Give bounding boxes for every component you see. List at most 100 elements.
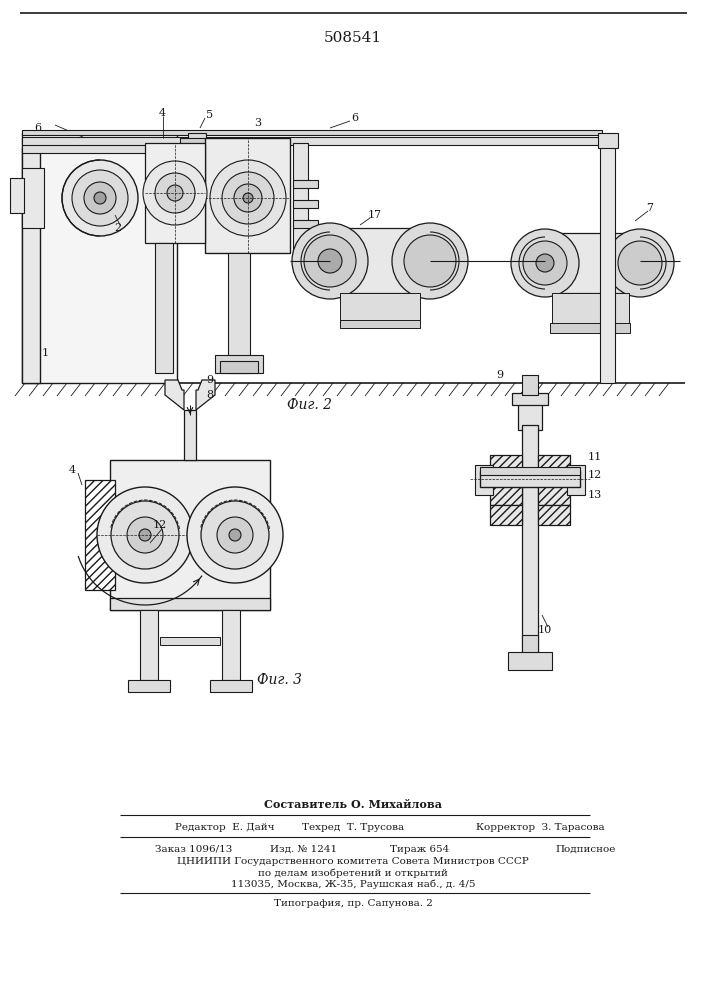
Bar — [518, 395, 542, 430]
Bar — [490, 455, 522, 505]
Circle shape — [392, 223, 468, 299]
Bar — [22, 130, 602, 135]
Circle shape — [187, 487, 283, 583]
Text: 12: 12 — [588, 470, 602, 480]
Circle shape — [292, 223, 368, 299]
Text: 17: 17 — [368, 210, 382, 220]
Bar — [10, 178, 24, 213]
Bar — [215, 355, 263, 373]
Text: 4: 4 — [69, 465, 76, 475]
Text: Тираж 654: Тираж 654 — [390, 844, 449, 854]
Bar — [293, 200, 318, 208]
Bar — [188, 133, 206, 183]
Text: 7: 7 — [646, 203, 653, 213]
Text: 5: 5 — [206, 110, 214, 120]
Bar — [22, 148, 40, 383]
Text: ЦНИИПИ Государственного комитета Совета Министров СССР: ЦНИИПИ Государственного комитета Совета … — [177, 857, 529, 866]
Polygon shape — [165, 380, 184, 410]
Bar — [128, 680, 170, 692]
Circle shape — [404, 235, 456, 287]
Circle shape — [94, 192, 106, 204]
Text: 4: 4 — [158, 108, 165, 118]
Bar — [567, 465, 585, 495]
Text: 12: 12 — [153, 520, 167, 530]
Circle shape — [536, 254, 554, 272]
Text: 113035, Москва, Ж-35, Раушская наб., д. 4/5: 113035, Москва, Ж-35, Раушская наб., д. … — [230, 879, 475, 889]
Text: 2: 2 — [115, 223, 122, 233]
Bar — [508, 652, 552, 670]
Bar — [210, 680, 252, 692]
Circle shape — [139, 529, 151, 541]
Bar — [330, 228, 430, 293]
Circle shape — [84, 182, 116, 214]
Circle shape — [243, 193, 253, 203]
Text: по делам изобретений и открытий: по делам изобретений и открытий — [258, 868, 448, 878]
Text: 1: 1 — [42, 348, 49, 358]
Text: 11: 11 — [588, 452, 602, 462]
Bar — [538, 455, 570, 505]
Text: 9: 9 — [496, 370, 503, 380]
Text: Фиг. 3: Фиг. 3 — [257, 673, 303, 687]
Polygon shape — [196, 380, 215, 410]
Circle shape — [217, 517, 253, 553]
Bar — [184, 410, 196, 460]
Bar — [140, 610, 158, 680]
Bar — [205, 138, 290, 253]
Bar — [522, 425, 538, 655]
Bar — [340, 320, 420, 328]
Circle shape — [201, 501, 269, 569]
Circle shape — [210, 160, 286, 236]
Circle shape — [618, 241, 662, 285]
Text: Заказ 1096/13: Заказ 1096/13 — [155, 844, 233, 854]
Bar — [512, 393, 548, 405]
Circle shape — [222, 172, 274, 224]
Text: 3: 3 — [255, 118, 262, 128]
Bar — [85, 480, 115, 590]
Circle shape — [511, 229, 579, 297]
Text: 13: 13 — [588, 490, 602, 500]
Text: 6: 6 — [351, 113, 358, 123]
Bar — [293, 180, 318, 188]
Circle shape — [229, 529, 241, 541]
Bar — [293, 143, 308, 253]
Bar — [545, 233, 640, 293]
Text: 508541: 508541 — [324, 31, 382, 45]
Circle shape — [523, 241, 567, 285]
Text: Корректор  З. Тарасова: Корректор З. Тарасова — [476, 822, 604, 832]
Bar — [538, 505, 570, 525]
Bar — [293, 220, 318, 228]
Bar — [522, 635, 538, 655]
Circle shape — [72, 170, 128, 226]
Text: 8: 8 — [206, 390, 214, 400]
Text: Типография, пр. Сапунова. 2: Типография, пр. Сапунова. 2 — [274, 900, 433, 908]
Bar — [183, 143, 211, 228]
Text: 9: 9 — [206, 375, 214, 385]
Circle shape — [111, 501, 179, 569]
Text: Составитель О. Михайлова: Составитель О. Михайлова — [264, 800, 442, 810]
Text: 10: 10 — [538, 625, 552, 635]
Bar — [22, 138, 177, 153]
Text: 6: 6 — [35, 123, 42, 133]
Bar — [475, 465, 493, 495]
Text: Изд. № 1241: Изд. № 1241 — [270, 844, 337, 854]
Bar — [222, 610, 240, 680]
Text: Фиг. 2: Фиг. 2 — [288, 398, 332, 412]
Circle shape — [155, 173, 195, 213]
Bar — [110, 460, 270, 610]
Bar — [180, 138, 215, 148]
Bar — [552, 293, 629, 328]
Circle shape — [234, 184, 262, 212]
Circle shape — [127, 517, 163, 553]
Circle shape — [304, 235, 356, 287]
Circle shape — [318, 249, 342, 273]
Bar — [480, 467, 580, 475]
Bar — [340, 293, 420, 323]
Bar — [110, 598, 270, 610]
Bar — [145, 143, 205, 243]
Bar — [22, 137, 602, 145]
Circle shape — [97, 487, 193, 583]
Bar — [22, 168, 44, 228]
Bar — [160, 637, 220, 645]
Bar — [22, 133, 177, 383]
Bar — [228, 253, 250, 373]
